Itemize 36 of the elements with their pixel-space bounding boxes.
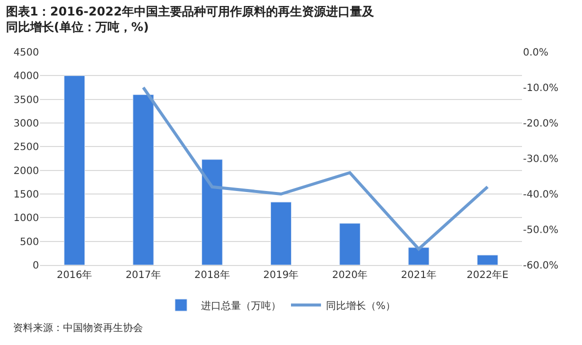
y-tick-label: 2500 (14, 142, 39, 154)
bar (64, 75, 86, 265)
y2-tick-label: -20.0% (523, 118, 558, 130)
x-tick-label: 2021年 (400, 269, 436, 281)
y2-tick-label: -10.0% (523, 83, 558, 94)
x-tick-label: 2016年 (56, 269, 92, 281)
bar (476, 254, 498, 265)
y-tick-label: 4000 (14, 71, 39, 82)
y2-tick-label: -50.0% (523, 225, 558, 236)
bar (132, 94, 154, 265)
x-tick-label: 2019年 (263, 269, 299, 281)
legend-label: 同比增长（%） (326, 300, 396, 312)
y2-tick-label: -60.0% (523, 260, 558, 272)
y-tick-label: 3000 (14, 118, 39, 130)
y-tick-label: 1000 (14, 213, 39, 224)
y-tick-label: 500 (20, 236, 39, 248)
x-tick-label: 2022年E (466, 269, 508, 281)
x-tick-label: 2018年 (194, 269, 230, 281)
x-tick-label: 2017年 (126, 269, 162, 281)
bar (408, 247, 430, 265)
bar (202, 159, 223, 265)
y-tick-label: 1500 (14, 190, 39, 200)
y2-tick-label: 0.0% (523, 48, 548, 58)
y-tick-label: 0 (32, 260, 39, 272)
bar (339, 223, 360, 265)
text: 资料来源：中国物资再生协会 (13, 322, 143, 334)
line-series (142, 86, 490, 251)
y-tick-label: 2000 (14, 166, 39, 177)
y-tick-label: 3500 (14, 94, 39, 106)
bar (270, 202, 292, 265)
legend-label: 进口总量（万吨） (201, 300, 281, 312)
x-tick-label: 2020年 (332, 269, 368, 281)
y-tick-label: 4500 (14, 48, 39, 58)
y2-tick-label: -40.0% (523, 190, 558, 200)
chart-title: 图表1：2016-2022年中国主要品种可用作原料的再生资源进口量及同比增长(单位：万吨，%) (6, 4, 375, 34)
y2-tick-label: -30.0% (523, 154, 558, 165)
